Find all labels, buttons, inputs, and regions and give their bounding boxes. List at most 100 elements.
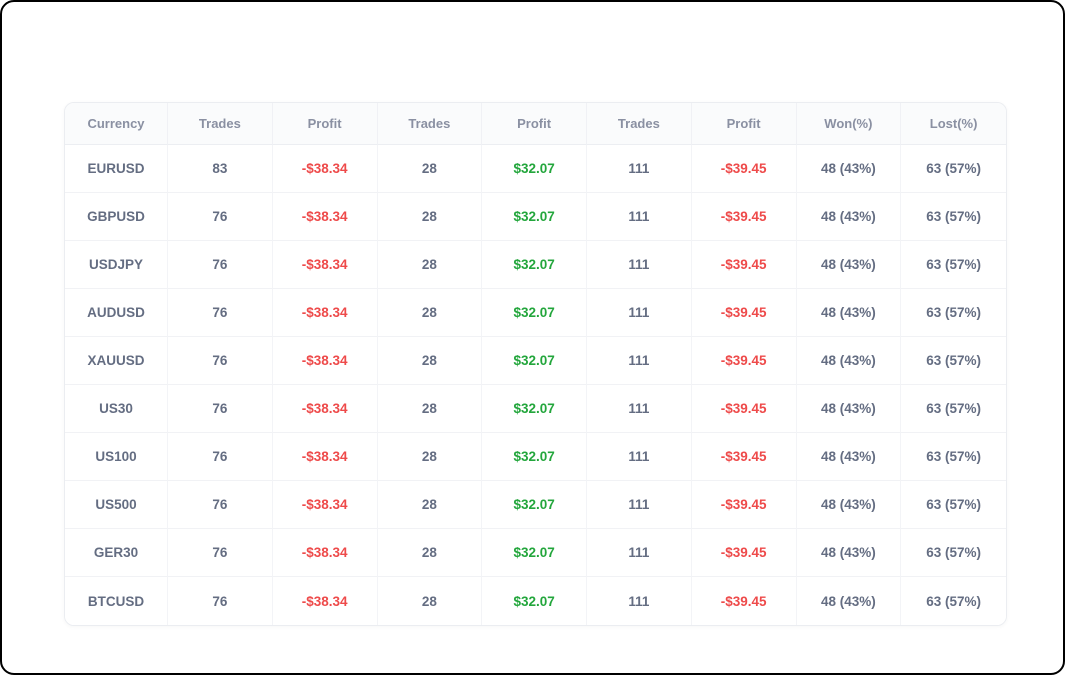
table-row: US500 76 -$38.34 28 $32.07 111 -$39.45 48 (43%)… [65,481,1006,529]
value-cell: 76 [168,385,273,433]
value-cell: 111 [587,289,692,337]
value-cell: 76 [168,577,273,625]
value-cell: -$39.45 [691,337,797,385]
value-cell: 111 [587,577,692,625]
value-cell: 48 (43%) [796,193,902,241]
value-cell: 76 [168,289,273,337]
value-cell: -$38.34 [272,481,378,529]
value-cell: -$39.45 [691,577,797,625]
value-cell: -$38.34 [272,433,378,481]
table-row: XAUUSD 76 -$38.34 28 $32.07 111 -$39.45 48 (43%… [65,337,1006,385]
value-cell: -$38.34 [272,241,378,289]
currency-cell: BTCUSD [65,577,168,625]
currency-cell: US100 [65,433,168,481]
column-header-trades: Trades [587,103,692,145]
value-cell: 48 (43%) [796,385,902,433]
value-cell: -$39.45 [691,193,797,241]
header-row: Currency Trades Profit Trades Profit Trades Pr… [65,103,1006,145]
table-row: US30 76 -$38.34 28 $32.07 111 -$39.45 48 (43%) 6… [65,385,1006,433]
value-cell: 28 [377,529,483,577]
value-cell: -$39.45 [691,529,797,577]
value-cell: 28 [377,577,483,625]
table-row: BTCUSD 76 -$38.34 28 $32.07 111 -$39.45 48 (43%… [65,577,1006,625]
value-cell: 63 (57%) [901,433,1006,481]
value-cell: 63 (57%) [901,193,1006,241]
column-header-won: Won(%) [796,103,902,145]
value-cell: 28 [377,241,483,289]
value-cell: 76 [168,241,273,289]
value-cell: 63 (57%) [901,289,1006,337]
value-cell: -$39.45 [691,433,797,481]
column-header-profit: Profit [691,103,797,145]
value-cell: 111 [587,385,692,433]
value-cell: 111 [587,241,692,289]
value-cell: -$38.34 [272,193,378,241]
value-cell: 63 (57%) [901,529,1006,577]
value-cell: $32.07 [482,577,587,625]
value-cell: 48 (43%) [796,481,902,529]
value-cell: 48 (43%) [796,289,902,337]
value-cell: -$38.34 [272,529,378,577]
currency-cell: US30 [65,385,168,433]
currency-cell: USDJPY [65,241,168,289]
table-row: US100 76 -$38.34 28 $32.07 111 -$39.45 48 (43%)… [65,433,1006,481]
value-cell: 111 [587,337,692,385]
value-cell: $32.07 [482,145,587,193]
value-cell: $32.07 [482,385,587,433]
value-cell: 48 (43%) [796,241,902,289]
column-header-profit: Profit [482,103,587,145]
value-cell: 28 [377,385,483,433]
value-cell: -$39.45 [691,241,797,289]
value-cell: 111 [587,193,692,241]
value-cell: -$38.34 [272,577,378,625]
value-cell: 111 [587,529,692,577]
value-cell: 28 [377,481,483,529]
value-cell: -$38.34 [272,337,378,385]
table-body: EURUSD 83 -$38.34 28 $32.07 111 -$39.45 48 (43%… [65,145,1006,625]
value-cell: -$39.45 [691,385,797,433]
value-cell: 76 [168,529,273,577]
value-cell: -$38.34 [272,385,378,433]
value-cell: -$38.34 [272,289,378,337]
value-cell: 48 (43%) [796,145,902,193]
value-cell: $32.07 [482,241,587,289]
table-row: AUDUSD 76 -$38.34 28 $32.07 111 -$39.45 48 (43%… [65,289,1006,337]
table-row: EURUSD 83 -$38.34 28 $32.07 111 -$39.45 48 (43%… [65,145,1006,193]
value-cell: 63 (57%) [901,337,1006,385]
column-header-profit: Profit [272,103,378,145]
currency-cell: XAUUSD [65,337,168,385]
value-cell: 28 [377,337,483,385]
currency-cell: GER30 [65,529,168,577]
value-cell: -$39.45 [691,481,797,529]
column-header-trades: Trades [168,103,273,145]
currency-cell: US500 [65,481,168,529]
value-cell: 111 [587,433,692,481]
value-cell: 76 [168,337,273,385]
currency-cell: GBPUSD [65,193,168,241]
value-cell: -$39.45 [691,145,797,193]
value-cell: 28 [377,289,483,337]
value-cell: 63 (57%) [901,577,1006,625]
value-cell: $32.07 [482,337,587,385]
column-header-lost: Lost(%) [901,103,1006,145]
value-cell: $32.07 [482,481,587,529]
value-cell: -$38.34 [272,145,378,193]
value-cell: 63 (57%) [901,145,1006,193]
value-cell: 48 (43%) [796,433,902,481]
value-cell: 48 (43%) [796,529,902,577]
value-cell: 28 [377,433,483,481]
value-cell: 83 [168,145,273,193]
table-row: GBPUSD 76 -$38.34 28 $32.07 111 -$39.45 48 (43%… [65,193,1006,241]
trading-stats-table-container: Currency Trades Profit Trades Profit Trades Pr… [64,102,1007,626]
value-cell: 28 [377,193,483,241]
value-cell: 111 [587,145,692,193]
value-cell: 63 (57%) [901,385,1006,433]
table-row: USDJPY 76 -$38.34 28 $32.07 111 -$39.45 48 (43%… [65,241,1006,289]
value-cell: -$39.45 [691,289,797,337]
table-header: Currency Trades Profit Trades Profit Trades Pr… [65,103,1006,145]
value-cell: $32.07 [482,289,587,337]
value-cell: $32.07 [482,529,587,577]
currency-cell: EURUSD [65,145,168,193]
value-cell: 111 [587,481,692,529]
value-cell: 76 [168,193,273,241]
